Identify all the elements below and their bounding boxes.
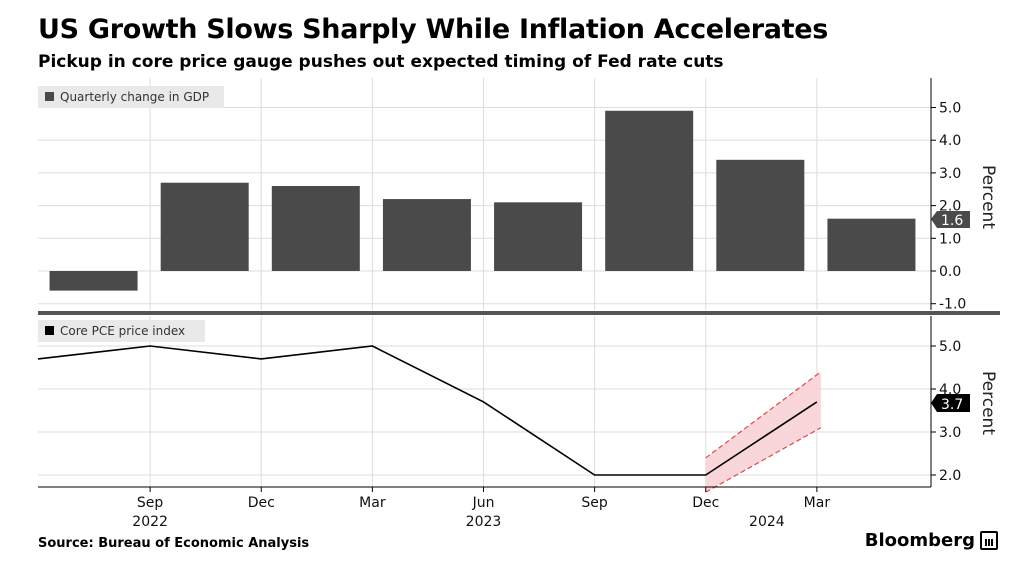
pce-ytick-label-2: 3.0 (939, 425, 961, 441)
legend-pce-swatch (45, 326, 54, 335)
legend-gdp-swatch (45, 92, 54, 101)
gdp-ytick-label-1: 4.0 (939, 133, 961, 149)
gdp-ytick-label-0: 5.0 (939, 101, 961, 117)
gdp-ytick-label-2: 3.0 (939, 166, 961, 182)
gdp-last-value-callout: 1.6 (931, 211, 970, 229)
pce-ytick-label-0: 5.0 (939, 339, 961, 355)
x-tick-label-5: Dec (692, 495, 719, 511)
pce-line (37, 345, 818, 476)
legend-pce-label: Core PCE price index (60, 324, 185, 338)
gdp-ytick-label-4: 1.0 (939, 231, 961, 247)
gdp-bar-4 (494, 202, 583, 271)
gdp-ytick-label-3: 2.0 (939, 199, 961, 215)
chart-subtitle: Pickup in core price gauge pushes out ex… (38, 52, 724, 72)
legend-gdp-label: Quarterly change in GDP (60, 90, 209, 104)
legend-pce-box (38, 320, 205, 342)
terminal-icon (980, 531, 998, 550)
gdp-bar-2 (271, 185, 360, 271)
gdp-bar-7 (827, 218, 916, 271)
x-year-label-1: 2023 (466, 514, 502, 530)
pce-last-value-label: 3.7 (941, 397, 963, 413)
pce-band-lower-edge (705, 427, 822, 493)
gdp-ytick-label-6: -1.0 (939, 297, 966, 313)
pce-ytick-label-3: 2.0 (939, 468, 961, 484)
x-tick-label-3: Jun (472, 495, 495, 511)
x-tick-label-4: Sep (581, 495, 608, 511)
bloomberg-logo: Bloomberg (865, 530, 998, 551)
chart-title: US Growth Slows Sharply While Inflation … (38, 14, 829, 45)
gdp-bar-1 (160, 182, 249, 271)
x-tick-label-1: Dec (248, 495, 275, 511)
x-year-label-2: 2024 (749, 514, 785, 530)
gdp-bar-5 (605, 110, 694, 272)
pce-y-axis-title: Percent (978, 371, 998, 435)
pce-projection-band (705, 371, 821, 493)
gdp-ytick-label-5: 0.0 (939, 264, 961, 280)
x-tick-label-0: Sep (137, 495, 164, 511)
gdp-bar-0 (49, 271, 138, 291)
legend-gdp-box (38, 86, 224, 108)
marks-layer (37, 110, 916, 493)
source-note: Source: Bureau of Economic Analysis (38, 536, 310, 551)
gdp-last-value-label: 1.6 (941, 213, 963, 229)
gdp-y-axis-title: Percent (978, 165, 998, 229)
x-tick-label-2: Mar (359, 495, 386, 511)
gdp-bar-3 (382, 199, 471, 271)
gdp-bar-6 (716, 159, 805, 271)
panel-divider (38, 311, 1000, 315)
brand-name: Bloomberg (864, 530, 975, 551)
x-tick-label-6: Mar (804, 495, 831, 511)
x-year-label-0: 2022 (132, 514, 168, 530)
pce-last-value-callout: 3.7 (931, 394, 970, 413)
